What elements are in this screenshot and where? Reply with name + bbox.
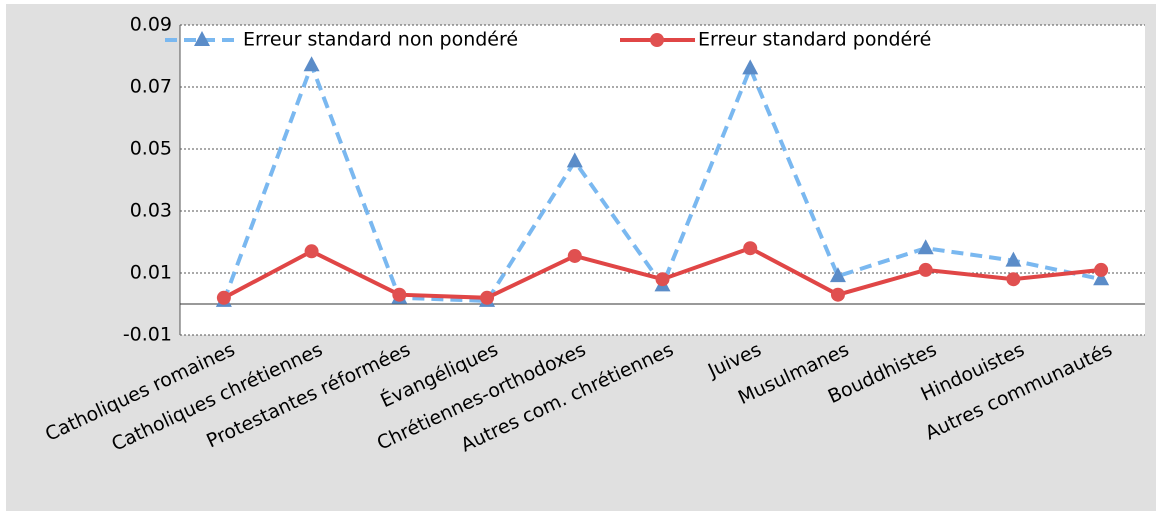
marker [1094,262,1109,277]
y-tick-label: 0.03 [130,200,172,222]
marker [830,287,845,302]
marker [216,290,231,305]
marker [918,262,933,277]
legend-marker [650,33,664,47]
marker [392,287,407,302]
marker [480,290,495,305]
y-tick-label: 0.09 [130,14,172,36]
marker [567,248,582,263]
y-tick-label: 0.07 [130,76,172,98]
marker [304,244,319,259]
marker [829,267,846,283]
y-tick-label: -0.01 [123,324,172,346]
legend-label: Erreur standard non pondéré [243,29,518,51]
marker [1005,251,1022,267]
marker [1093,270,1110,286]
marker [742,59,759,75]
series-markers [216,241,1109,305]
legend-label: Erreur standard pondéré [698,29,931,51]
marker [917,239,934,255]
marker [655,272,670,287]
y-tick-label: 0.05 [130,138,172,160]
marker [303,56,320,72]
marker [743,241,758,256]
marker [566,152,583,168]
marker [1006,272,1021,287]
y-tick-label: 0.01 [130,262,172,284]
legend-marker [194,31,210,46]
